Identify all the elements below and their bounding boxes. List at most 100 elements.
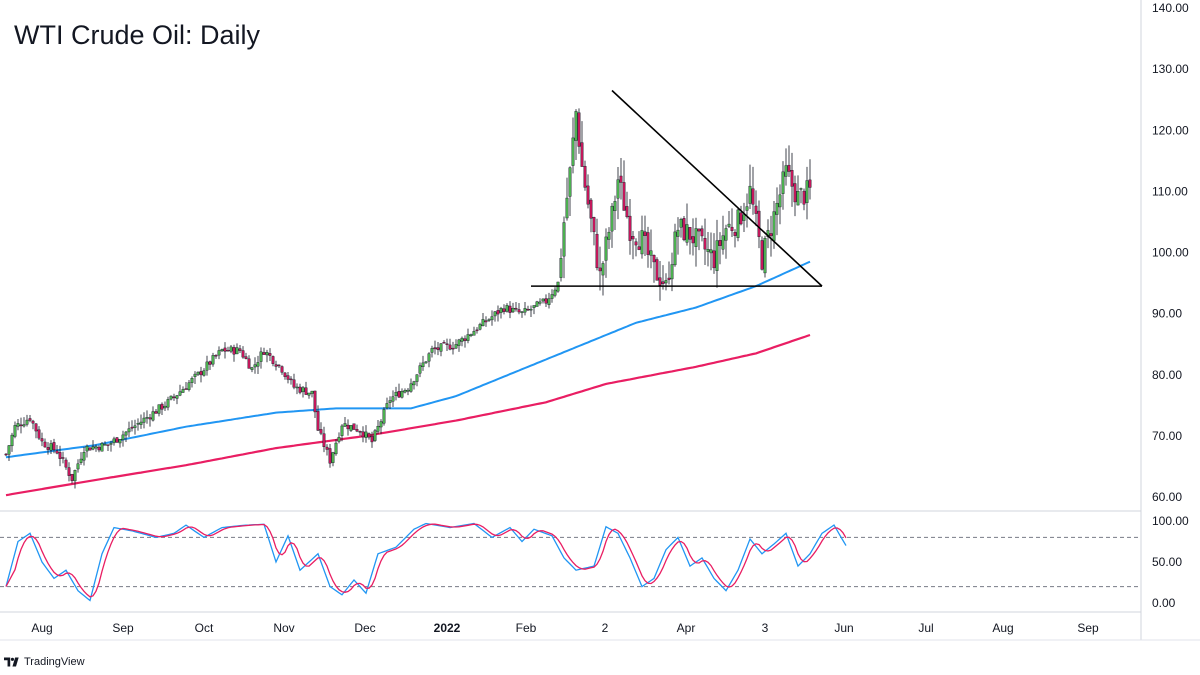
candle-body: [118, 439, 122, 444]
candle-body: [175, 395, 179, 399]
candle-body: [481, 319, 485, 327]
candle-body: [298, 386, 302, 393]
candle-body: [322, 433, 326, 447]
candle-body: [106, 444, 110, 446]
time-tick-label: Dec: [354, 621, 375, 635]
candle-body: [529, 308, 533, 311]
candle-body: [460, 337, 464, 342]
candle-body: [229, 346, 233, 352]
candle-body: [220, 349, 224, 352]
candle-body: [616, 179, 620, 199]
candle-body: [457, 339, 461, 346]
candle-body: [82, 452, 86, 461]
candle-body: [763, 238, 767, 274]
candle-body: [502, 308, 506, 312]
time-tick-label: Jun: [834, 621, 853, 635]
candle-body: [703, 238, 707, 250]
candle-body: [514, 307, 518, 310]
time-tick-label: 2022: [434, 621, 461, 635]
candle-body: [454, 344, 458, 349]
candle-body: [472, 331, 476, 336]
candle-body: [466, 334, 470, 341]
time-tick-label: Feb: [516, 621, 537, 635]
candle-body: [655, 259, 659, 281]
candle-body: [778, 194, 782, 208]
candle-body: [445, 343, 449, 345]
time-tick-label: Aug: [992, 621, 1013, 635]
candle-body: [382, 409, 386, 424]
candle-body: [157, 404, 161, 414]
candle-body: [424, 361, 428, 364]
candle-body: [142, 417, 146, 423]
candle-body: [160, 403, 164, 410]
candle-body: [652, 254, 656, 263]
candle-body: [235, 347, 239, 355]
candle-body: [139, 421, 143, 425]
candle-body: [193, 373, 197, 377]
candle-body: [346, 424, 350, 430]
candle-body: [283, 372, 287, 377]
candle-body: [526, 308, 530, 311]
candle-body: [340, 425, 344, 436]
candle-body: [799, 188, 803, 190]
candle-body: [244, 356, 248, 359]
candle-body: [361, 431, 365, 438]
candle-body: [52, 442, 56, 451]
time-tick-label: Jul: [918, 621, 933, 635]
candle-body: [667, 277, 671, 280]
candle-body: [793, 183, 797, 203]
candle-body: [112, 438, 116, 444]
candle-body: [427, 353, 431, 362]
candle-body: [196, 371, 200, 375]
candle-body: [679, 219, 683, 228]
candle-body: [421, 362, 425, 368]
time-tick-label: Nov: [273, 621, 294, 635]
candle-body: [163, 405, 167, 409]
candle-body: [307, 392, 311, 396]
candle-body: [505, 305, 509, 312]
candle-body: [769, 233, 773, 237]
tradingview-brand[interactable]: TradingView: [4, 656, 85, 668]
axes: 60.00 70.00 80.00 90.00 100.00 110.00 120.00 13…: [31, 1, 1189, 635]
candle-body: [619, 175, 623, 183]
candle-body: [136, 423, 140, 425]
candle-body: [184, 388, 188, 390]
brand-label: TradingView: [24, 656, 85, 668]
candle-body: [550, 294, 554, 299]
candle-body: [223, 347, 227, 352]
price-tick-label: 60.00: [1152, 490, 1182, 504]
candle-body: [43, 441, 47, 448]
candle-body: [517, 309, 521, 313]
candle-body: [271, 356, 275, 364]
candle-body: [658, 277, 662, 286]
candle-body: [592, 217, 596, 233]
candle-body: [796, 191, 800, 206]
candle-body: [718, 240, 722, 246]
stoch-tick-label: 0.00: [1152, 596, 1176, 610]
price-tick-label: 90.00: [1152, 307, 1182, 321]
candle-body: [385, 403, 389, 409]
candle-body: [190, 378, 194, 383]
candle-body: [694, 228, 698, 247]
candle-body: [751, 188, 755, 205]
descending-trendline: [611, 89, 823, 287]
candle-body: [412, 381, 416, 386]
candle-body: [127, 428, 131, 433]
candle-body: [784, 165, 788, 177]
candle-body: [808, 179, 812, 188]
candle-body: [670, 264, 674, 280]
candle-body: [754, 205, 758, 214]
candle-body: [706, 249, 710, 252]
candle-body: [166, 399, 170, 408]
candle-body: [259, 351, 263, 362]
candle-body: [406, 389, 410, 392]
candle-body: [574, 111, 578, 141]
candle-body: [7, 445, 11, 455]
candle-body: [541, 298, 545, 302]
trendlines[interactable]: [531, 89, 823, 287]
candle-body: [376, 425, 380, 432]
candle-body: [634, 241, 638, 246]
candle-body: [124, 431, 128, 436]
price-tick-label: 120.00: [1152, 123, 1189, 137]
candle-body: [121, 434, 125, 440]
